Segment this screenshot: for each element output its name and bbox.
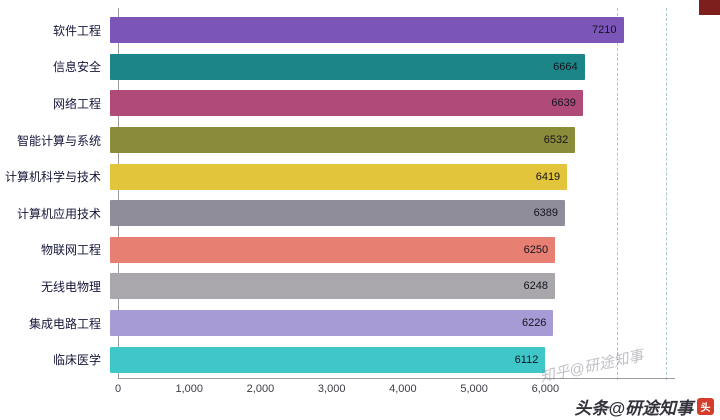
value-label: 6112: [514, 353, 539, 366]
bottom-right-watermark: 头条@研途知事 头: [574, 394, 714, 419]
x-axis-line: [118, 378, 675, 379]
bar-row: 无线电物理 6248: [0, 268, 670, 305]
bar-rows: 软件工程 7210 信息安全 6664 网络工程 6639 智能计算与系统 6532 计算机科学…: [0, 12, 670, 378]
bar: 6250: [110, 236, 556, 263]
bar-track: 6389: [110, 200, 662, 227]
bar-track: 7210: [110, 17, 662, 44]
bar-row: 计算机科学与技术 6419: [0, 158, 670, 195]
value-label: 6389: [533, 207, 559, 220]
category-label: 无线电物理: [40, 279, 101, 294]
bar-row: 计算机应用技术 6389: [0, 195, 670, 232]
value-label: 6664: [553, 60, 578, 73]
bar: 7210: [110, 17, 624, 44]
value-label: 6250: [523, 243, 549, 256]
x-tick-label: 2,000: [246, 383, 275, 395]
bar-row: 临床医学 6112: [0, 341, 670, 378]
bar-row: 网络工程 6639: [0, 85, 670, 122]
bar-row: 软件工程 7210: [0, 12, 670, 49]
category-label: 网络工程: [52, 96, 101, 111]
value-label: 6419: [535, 170, 561, 183]
y-axis-line: [118, 8, 119, 379]
category-label: 临床医学: [52, 353, 101, 368]
toutiao-logo-icon: 头: [697, 398, 714, 415]
value-label: 6532: [543, 134, 569, 147]
category-label: 物联网工程: [40, 243, 101, 258]
x-tick-label: 5,000: [460, 383, 488, 395]
x-tick-label: 3,000: [317, 383, 346, 395]
category-label: 集成电路工程: [28, 316, 101, 331]
value-label: 6248: [523, 280, 549, 293]
bar-track: 6248: [110, 273, 662, 300]
category-label: 软件工程: [52, 23, 101, 38]
category-label: 计算机科学与技术: [4, 170, 101, 185]
watermark-text: 头条@研途知事: [574, 399, 693, 418]
bar-track: 6112: [110, 346, 662, 373]
bar: 6532: [110, 127, 576, 154]
bar: 6226: [110, 310, 554, 337]
bar-track: 6664: [110, 53, 662, 80]
bar: 6389: [110, 200, 566, 227]
bar-track: 6419: [110, 163, 662, 190]
x-tick-label: 6,000: [531, 383, 560, 395]
bar-track: 6639: [110, 90, 662, 117]
bar-track: 6250: [110, 236, 662, 263]
category-label: 信息安全: [52, 60, 101, 75]
bar-row: 集成电路工程 6226: [0, 305, 670, 342]
x-tick-label: 0: [114, 383, 122, 395]
bar: 6248: [110, 273, 556, 300]
bar-track: 6532: [110, 127, 662, 154]
bar: 6664: [110, 53, 585, 80]
corner-artifact: [699, 0, 720, 15]
bar: 6112: [110, 346, 546, 373]
category-label: 计算机应用技术: [16, 206, 101, 221]
x-tick-label: 4,000: [389, 383, 417, 395]
value-label: 6226: [521, 317, 547, 330]
value-label: 7210: [592, 24, 617, 37]
bar-row: 智能计算与系统 6532: [0, 122, 670, 159]
bar-row: 信息安全 6664: [0, 49, 670, 86]
bar-row: 物联网工程 6250: [0, 232, 670, 269]
bar-track: 6226: [110, 310, 662, 337]
x-axis-ticks: 0 1,000 2,000 3,000 4,000 5,000 6,000: [114, 383, 670, 399]
x-tick-label: 1,000: [175, 383, 203, 395]
bar: 6639: [110, 90, 583, 117]
category-label: 智能计算与系统: [16, 133, 101, 148]
bar: 6419: [110, 163, 568, 190]
value-label: 6639: [551, 97, 576, 110]
